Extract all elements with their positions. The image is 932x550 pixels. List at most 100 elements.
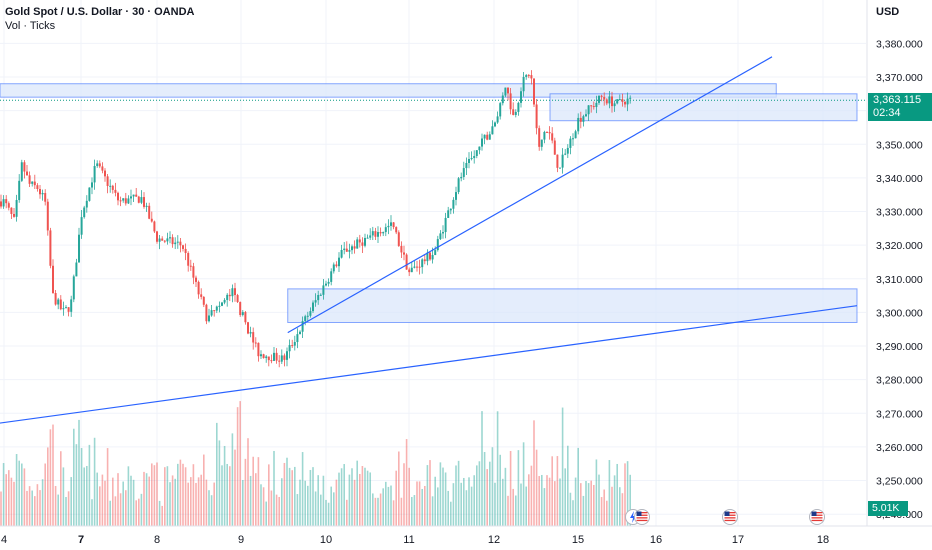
volume-bar [314, 491, 317, 526]
candle-body [325, 283, 327, 286]
us-flag-icon [809, 509, 825, 525]
candle-body [104, 170, 106, 177]
volume-bar [190, 477, 192, 526]
currency-label[interactable]: USD [876, 6, 900, 18]
volume-bar [203, 454, 205, 526]
flag-stripe [724, 514, 736, 516]
candle-body [514, 111, 517, 115]
candle-body [83, 207, 86, 218]
volume-bar [268, 464, 270, 526]
volume-bar [613, 475, 616, 526]
candle-body [286, 351, 288, 360]
candle-body [436, 239, 439, 251]
candle-body [618, 99, 621, 101]
volume-bar [288, 467, 291, 526]
volume-bar [132, 479, 135, 526]
volume-bar [135, 500, 137, 526]
candle-body [473, 156, 476, 159]
candle-body [501, 95, 504, 104]
candle-body [140, 197, 143, 203]
volume-bar [265, 501, 267, 526]
candle-body [520, 91, 522, 103]
candle-body [304, 316, 307, 322]
volume-bar [309, 469, 312, 526]
volume-bar [192, 464, 195, 526]
volume-bar [509, 450, 512, 526]
volume-bar [249, 475, 252, 526]
candle-body [392, 222, 395, 228]
candle-body [122, 198, 125, 201]
candle-body [65, 307, 67, 309]
volume-bar [447, 490, 449, 526]
candle-body [208, 315, 210, 322]
volume-bar [551, 456, 553, 526]
volume-bar [18, 460, 20, 526]
candle-body [455, 192, 457, 200]
volume-bar [452, 483, 455, 526]
candle-body [52, 265, 54, 294]
candle-body [221, 302, 223, 306]
time-tick-label: 10 [320, 534, 332, 546]
candle-body [418, 266, 421, 268]
candle-body [145, 205, 148, 207]
candle-body [228, 294, 231, 297]
volume-bar [13, 481, 15, 526]
candle-body [364, 237, 366, 246]
candle-body [522, 76, 525, 92]
candle-body [5, 199, 8, 204]
volume-bar [382, 488, 384, 526]
candle-body [379, 232, 382, 234]
candle-body [20, 162, 23, 181]
candle-body [314, 300, 317, 303]
candle-body [361, 242, 364, 246]
volume-bar [169, 482, 171, 526]
time-tick-label: 17 [732, 534, 744, 546]
volume-bar [593, 484, 595, 526]
trendline [287, 56, 773, 334]
symbol-title[interactable]: Gold Spot / U.S. Dollar · 30 · OANDA [5, 6, 195, 18]
candle-body [111, 185, 114, 190]
candle-body [512, 109, 515, 115]
candle-body [39, 188, 41, 195]
volume-bar [353, 479, 356, 526]
time-tick-label: 12 [488, 534, 500, 546]
time-tick-label: 4 [1, 534, 7, 546]
volume-bar [200, 474, 202, 526]
volume-bar [320, 494, 322, 526]
candle-body [234, 288, 236, 296]
volume-bar [624, 463, 626, 526]
volume-bar [127, 466, 130, 526]
candle-body [291, 345, 294, 347]
price-tick-label: 3,270.000 [876, 408, 923, 420]
candle-body [317, 295, 320, 301]
volume-bar [252, 456, 254, 526]
candle-body [150, 218, 153, 222]
candle-body [119, 200, 122, 202]
candle-body [288, 345, 291, 352]
candle-body [306, 315, 309, 317]
candle-body [403, 252, 405, 255]
volume-bar [99, 486, 101, 526]
candle-body [36, 185, 39, 189]
candle-body [462, 168, 465, 177]
candle-body [189, 265, 192, 267]
volume-bar [41, 479, 44, 526]
candle-body [577, 117, 580, 132]
volume-bar [629, 474, 631, 526]
candle-body [405, 254, 408, 270]
candle-body [7, 203, 10, 208]
volume-bar [619, 487, 621, 526]
candle-body [231, 288, 234, 297]
volume-bar [96, 472, 98, 526]
candle-body [470, 158, 473, 160]
volume-bar [398, 451, 400, 526]
volume-bar [210, 495, 213, 526]
volume-bar [10, 477, 13, 526]
indicator-label[interactable]: Vol · Ticks [5, 20, 56, 32]
volume-bar [582, 495, 585, 526]
candle-body [538, 128, 541, 147]
candle-body [595, 102, 598, 108]
candle-body [494, 122, 496, 127]
candle-body [257, 342, 260, 357]
